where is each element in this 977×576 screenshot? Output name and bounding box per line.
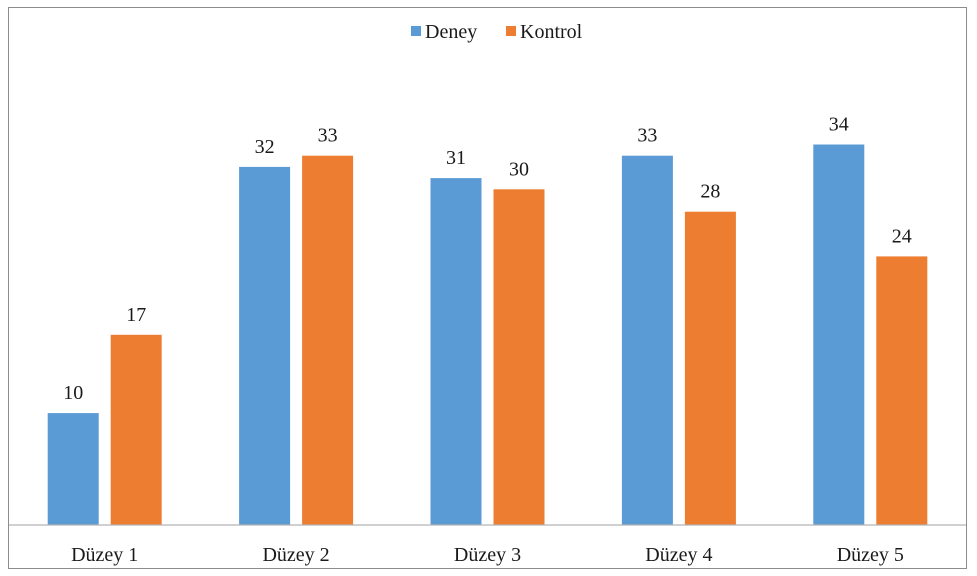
bar-kontrol-5: [876, 256, 928, 525]
data-label-kontrol-2: 33: [318, 125, 338, 147]
bar-kontrol-3: [493, 189, 545, 526]
bar-deney-3: [430, 178, 482, 525]
data-label-deney-5: 34: [829, 114, 849, 136]
chart-frame: [8, 7, 967, 569]
legend-swatch-deney: [411, 26, 421, 36]
data-label-deney-1: 10: [63, 382, 83, 404]
x-tick-label-1: Düzey 1: [71, 544, 138, 566]
bars-group: [47, 144, 928, 526]
bar-deney-1: [47, 413, 99, 525]
data-label-deney-2: 32: [255, 136, 275, 158]
x-tick-label-5: Düzey 5: [837, 544, 904, 566]
data-label-kontrol-3: 30: [509, 158, 529, 180]
data-labels-group: 10 17 32 33 31 30 33 28 34 24: [63, 114, 912, 405]
data-label-kontrol-5: 24: [892, 225, 912, 247]
x-tick-labels: Düzey 1 Düzey 2 Düzey 3 Düzey 4 Düzey 5: [71, 544, 904, 566]
chart-legend: Deney Kontrol: [411, 21, 583, 43]
data-label-deney-3: 31: [446, 147, 466, 169]
bar-deney-2: [239, 166, 291, 525]
bar-kontrol-2: [302, 155, 354, 525]
bar-deney-4: [621, 155, 673, 525]
x-tick-label-2: Düzey 2: [262, 544, 329, 566]
bar-kontrol-4: [684, 211, 736, 525]
legend-swatch-kontrol: [506, 26, 516, 36]
data-label-deney-4: 33: [637, 125, 657, 147]
data-label-kontrol-1: 17: [126, 304, 146, 326]
data-label-kontrol-4: 28: [700, 181, 720, 203]
bar-kontrol-1: [110, 334, 162, 525]
legend-label-deney: Deney: [425, 21, 477, 43]
legend-label-kontrol: Kontrol: [520, 21, 583, 43]
bar-deney-5: [813, 144, 865, 525]
x-tick-label-4: Düzey 4: [645, 544, 712, 566]
x-tick-label-3: Düzey 3: [454, 544, 521, 566]
